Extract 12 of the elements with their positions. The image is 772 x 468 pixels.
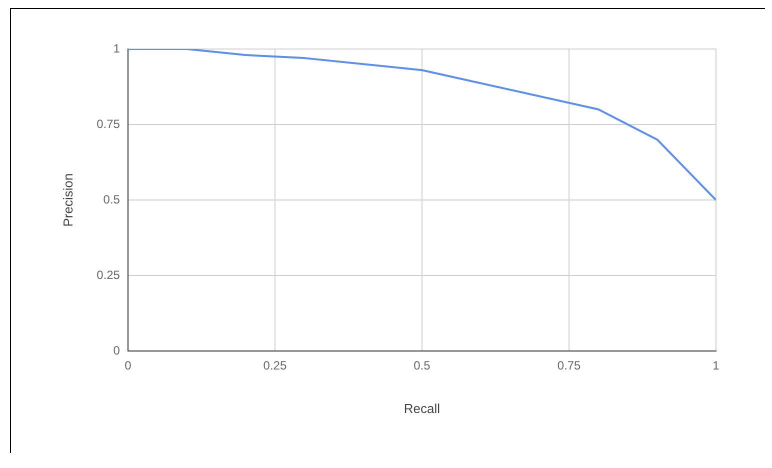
x-tick-label: 0.75 [557, 358, 581, 373]
y-tick-label: 0.75 [96, 116, 120, 131]
y-tick-label: 0.25 [96, 268, 120, 282]
y-tick-label: 1 [113, 41, 120, 56]
y-axis-title: Precision [60, 173, 76, 227]
x-tick-label: 0 [124, 358, 132, 373]
x-tick-label: 1 [712, 358, 720, 373]
y-tick-label: 0 [113, 343, 120, 358]
x-tick-label: 0.25 [263, 358, 287, 373]
y-tick-label: 0.5 [103, 192, 120, 206]
x-axis-title: Recall [404, 400, 440, 416]
x-tick-label: 0.5 [414, 358, 431, 373]
